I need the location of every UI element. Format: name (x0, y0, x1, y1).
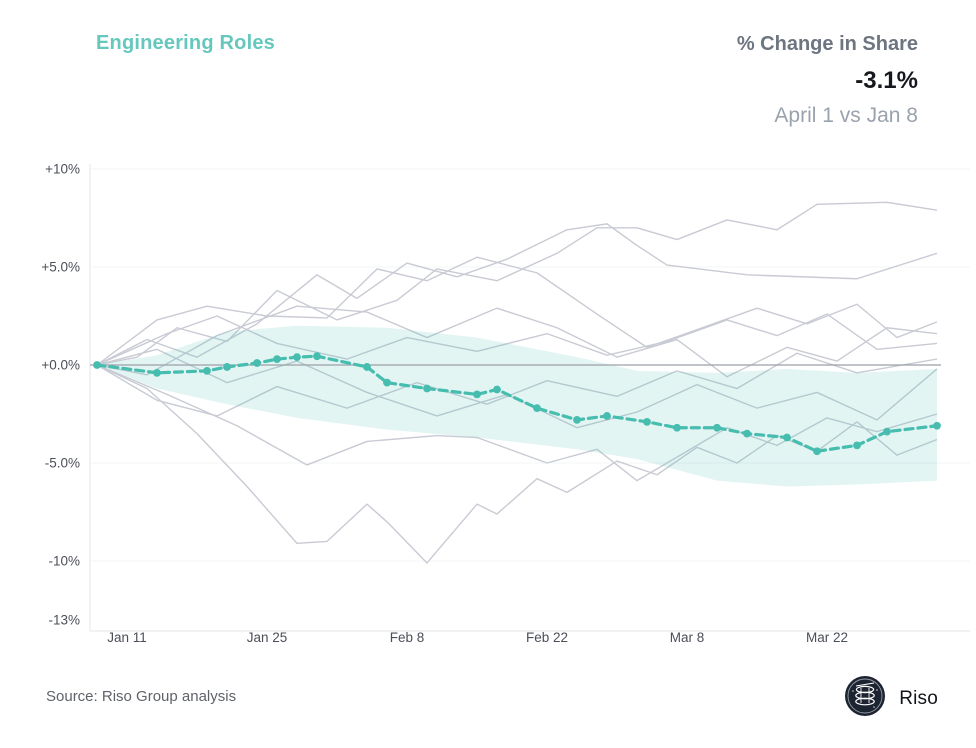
highlight-point (253, 359, 261, 367)
background-line (96, 256, 938, 366)
highlight-point (713, 423, 721, 432)
highlight-point (743, 429, 751, 438)
y-tick-label: +5.0% (41, 260, 80, 275)
metric-comparison: April 1 vs Jan 8 (774, 104, 918, 127)
riso-logo: Riso (843, 674, 938, 723)
highlight-point (933, 421, 941, 430)
x-tick-label: Mar 8 (670, 630, 705, 645)
highlight-point (223, 363, 231, 371)
highlight-point (383, 378, 391, 387)
confidence-band (97, 325, 937, 487)
background-line (96, 223, 938, 366)
highlight-point (473, 390, 481, 399)
highlight-point (273, 355, 281, 364)
source-text: Source: Riso Group analysis (46, 688, 237, 705)
background-line (96, 201, 938, 366)
y-tick-label: -13% (48, 612, 80, 627)
line-chart: +10% +5.0% +0.0% -5.0% -10% -13% Jan 11 Jan 25 F… (0, 150, 976, 660)
metric-block: % Change in Share -3.1% April 1 vs Jan 8 (737, 32, 918, 129)
highlight-point (153, 368, 161, 377)
highlight-point (783, 433, 791, 442)
y-tick-label: +0.0% (41, 358, 80, 373)
highlight-point (293, 353, 301, 362)
x-tick-label: Feb 22 (526, 630, 568, 645)
highlight-point (603, 412, 611, 420)
highlight-point (883, 427, 891, 436)
riso-logo-icon (843, 674, 887, 723)
highlight-point (573, 415, 581, 424)
highlight-point (93, 361, 101, 369)
metric-label: % Change in Share (736, 33, 918, 55)
footer: Source: Riso Group analysis Riso (0, 660, 976, 748)
riso-brand-text: Riso (899, 687, 938, 709)
y-tick-label: -5.0% (45, 456, 80, 471)
line-chart-svg: +10% +5.0% +0.0% -5.0% -10% -13% Jan 11 Jan 25 F… (41, 162, 970, 645)
x-tick-label: Feb 8 (390, 630, 425, 645)
chart-title: Engineering Roles (96, 32, 275, 54)
background-line (96, 364, 938, 482)
highlight-point (673, 423, 681, 432)
y-tick-label: +10% (45, 162, 80, 177)
highlight-point (313, 352, 321, 361)
highlight-point (813, 447, 821, 456)
highlight-point (423, 384, 431, 393)
x-tick-label: Mar 22 (806, 630, 848, 645)
highlight-point (203, 366, 211, 375)
x-tick-label: Jan 25 (247, 630, 288, 645)
background-line (96, 352, 938, 417)
y-tick-label: -10% (48, 554, 80, 569)
x-tick-label: Jan 11 (107, 630, 147, 645)
highlight-point (643, 417, 651, 426)
highlight-point (493, 385, 501, 394)
metric-value: -3.1% (855, 67, 918, 94)
highlight-point (533, 404, 541, 413)
highlight-point (363, 363, 371, 371)
highlight-point (853, 441, 861, 450)
background-line (96, 313, 938, 366)
background-line (96, 305, 938, 378)
